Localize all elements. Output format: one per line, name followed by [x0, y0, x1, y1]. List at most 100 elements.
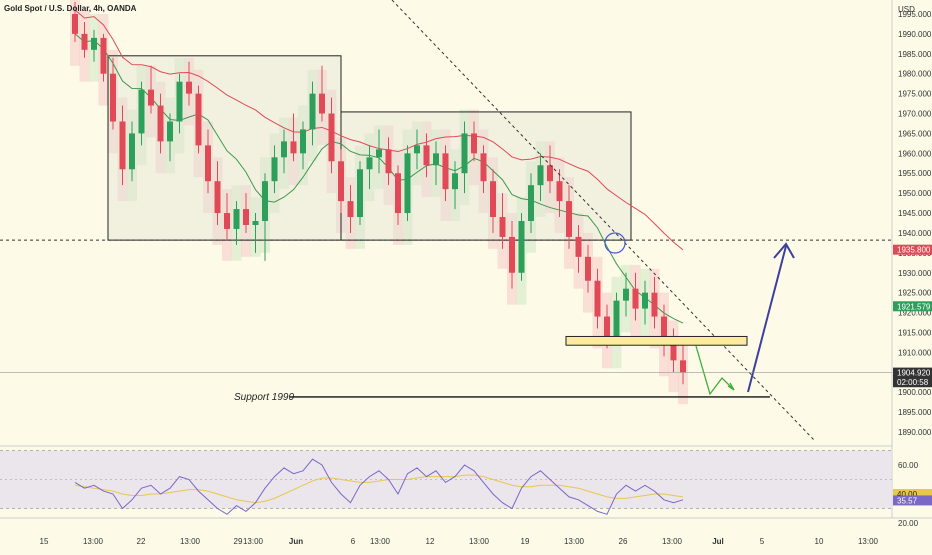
price-tag-label: 02:00:58	[897, 378, 929, 387]
rsi-line	[74, 458, 684, 515]
candle-body	[328, 113, 335, 162]
time-tick-label: 13:00	[858, 537, 879, 546]
candle-body	[461, 133, 468, 174]
candle-body	[129, 133, 135, 170]
candle-body	[594, 280, 601, 317]
candle-body	[100, 37, 107, 74]
candle-body	[585, 256, 591, 281]
price-tag-label: 1921.579	[897, 302, 931, 311]
candle-body	[271, 157, 278, 182]
candle-body	[471, 133, 477, 154]
target-arrowhead	[773, 242, 795, 259]
candle-body	[556, 181, 563, 202]
price-tick-label: 1985.000	[898, 50, 932, 59]
candle-body	[205, 145, 211, 182]
candle-body	[623, 288, 629, 301]
candle-body	[499, 217, 506, 237]
time-tick-label: 13:00	[662, 537, 683, 546]
candle-body	[186, 81, 192, 94]
candle-body	[651, 292, 658, 317]
price-tick-label: 1960.000	[898, 149, 932, 158]
candle-body	[110, 73, 116, 122]
time-tick-label: 13:00	[370, 537, 391, 546]
candle-body	[433, 153, 439, 166]
breakout-circle	[604, 232, 626, 254]
candle-body	[480, 153, 487, 182]
time-tick-label: 29	[234, 537, 243, 546]
candle-body	[157, 105, 164, 142]
time-tick-label: 13:00	[180, 537, 201, 546]
candle-body	[395, 173, 401, 214]
price-tag	[893, 301, 932, 312]
candle-body	[81, 33, 88, 50]
currency-label: USD	[898, 5, 915, 14]
candle-body	[490, 181, 496, 218]
candle-body	[632, 288, 639, 309]
candle-body	[176, 81, 183, 122]
candle-body	[547, 165, 553, 182]
projected-path	[695, 345, 735, 396]
price-tick-label: 1990.000	[898, 30, 932, 39]
candle-body	[309, 93, 316, 130]
target-arrow	[747, 245, 787, 393]
candle-body	[661, 316, 667, 345]
candle-body	[252, 221, 259, 225]
price-axis-bg	[892, 0, 932, 550]
projected-path-arrowhead	[727, 382, 735, 391]
price-tick-label: 1910.000	[898, 348, 932, 357]
time-tick-label: 12	[426, 537, 435, 546]
time-tick-label: Jul	[712, 537, 724, 546]
time-tick-label: 10	[815, 537, 824, 546]
candle-body	[167, 121, 173, 142]
candle-body	[138, 89, 145, 134]
time-tick-label: 6	[351, 537, 356, 546]
candle-body	[613, 300, 620, 337]
candle-body	[376, 149, 382, 158]
support-label: Support 1990	[234, 392, 294, 403]
price-tag-label: 1904.920	[897, 369, 931, 378]
time-tick-label: 5	[760, 537, 765, 546]
candle-body	[224, 213, 230, 229]
price-tick-label: 1890.000	[898, 428, 932, 437]
candle-body	[414, 145, 420, 154]
candle-body	[214, 181, 221, 214]
price-tag	[893, 367, 932, 378]
candle-body	[442, 153, 449, 190]
candle-body	[509, 236, 515, 273]
price-tick-label: 1945.000	[898, 209, 932, 218]
price-tick-label: 1955.000	[898, 169, 932, 178]
candle-body	[319, 93, 325, 114]
range-box-1	[107, 55, 342, 241]
candle-body	[604, 316, 610, 337]
price-tick-label: 1965.000	[898, 129, 932, 138]
candle-body	[91, 37, 97, 50]
support-zone	[565, 335, 748, 346]
candle-body	[243, 209, 249, 225]
time-tick-label: 19	[521, 537, 530, 546]
candle-body	[680, 360, 686, 373]
candle-body	[537, 165, 544, 186]
candle-body	[119, 121, 126, 170]
time-tick-label: Jun	[289, 537, 303, 546]
candle-body	[642, 292, 648, 309]
price-tag	[893, 244, 932, 255]
price-tick-label: 1920.000	[898, 309, 932, 318]
time-tick-label: 15	[40, 537, 49, 546]
candle-body	[385, 149, 392, 174]
candle-body	[404, 153, 411, 214]
candle-body	[195, 93, 202, 146]
rsi-tag-label: 35.57	[897, 496, 918, 505]
price-tick-label: 1915.000	[898, 328, 932, 337]
time-tick-label: 13:00	[243, 537, 264, 546]
candle-body	[452, 173, 458, 190]
price-tick-label: 1940.000	[898, 229, 932, 238]
candle-body	[575, 236, 582, 257]
price-tick-label: 1970.000	[898, 110, 932, 119]
rsi-ma-line	[74, 474, 684, 504]
price-tag-label: 1935.800	[897, 246, 931, 255]
price-tick-label: 1925.000	[898, 289, 932, 298]
candle-body	[528, 185, 534, 222]
time-tick-label: 13:00	[83, 537, 104, 546]
